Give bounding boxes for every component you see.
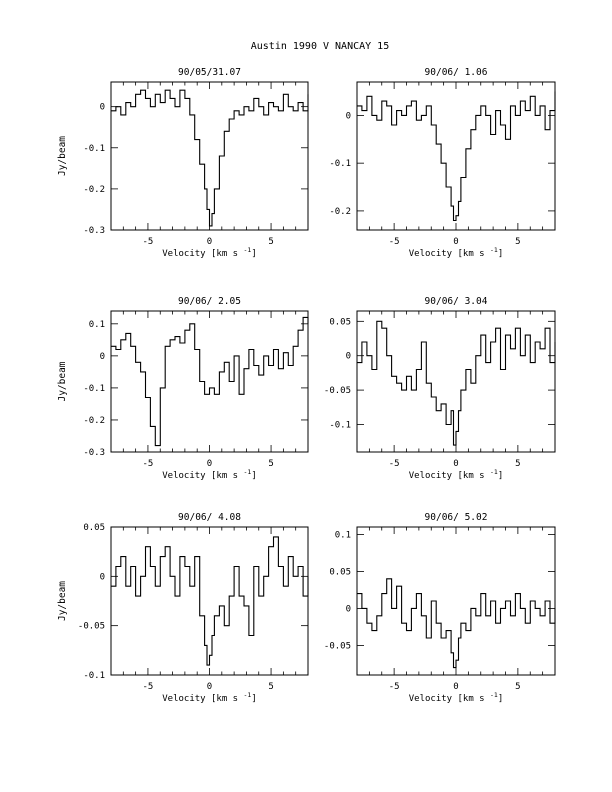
x-axis-label: Velocity [km s -1] (162, 246, 257, 259)
plot-frame (110, 310, 309, 453)
x-tick-label: -5 (143, 459, 154, 469)
x-axis-label-main: Velocity [km s (162, 471, 243, 481)
x-tick-label: 0 (453, 682, 458, 692)
spectrum-panel-1: -5 0 5 0 -0.1 -0.2 -0.3 90/05/31.07 Velocity [km… (57, 67, 309, 259)
y-tick-label: -0.05 (78, 622, 105, 632)
spectrum-panel-6: -5 0 5 0.1 0.05 0 -0.05 90/06/ 5.02 Velocity [km… (324, 512, 556, 704)
x-tick-label: 0 (453, 237, 458, 247)
x-axis-label-sup: -1 (490, 246, 498, 254)
x-axis-label: Velocity [km s -1] (409, 246, 504, 259)
x-tick-label: 0 (453, 459, 458, 469)
page-title: Austin 1990 V NANCAY 15 (251, 41, 389, 52)
x-axis-label-main: Velocity [km s (162, 694, 243, 704)
x-axis-label-sup: -1 (490, 691, 498, 699)
y-tick-label: -0.1 (329, 420, 351, 430)
spectrum-trace (357, 578, 556, 669)
x-tick-label: -5 (389, 459, 400, 469)
panel-title: 90/06/ 5.02 (425, 512, 488, 523)
x-tick-label: 0 (207, 682, 212, 692)
x-axis-label-main: Velocity [km s (409, 249, 490, 259)
x-axis-label-end: ] (498, 249, 503, 259)
x-axis-label-sup: -1 (244, 691, 252, 699)
y-axis-label: Jy/beam (57, 581, 68, 621)
y-tick-label: -0.1 (83, 384, 105, 394)
y-axis-label: Jy/beam (57, 136, 68, 176)
panel-title: 90/06/ 3.04 (425, 296, 488, 307)
spectrum-trace (357, 320, 556, 446)
y-tick-label: 0 (100, 352, 105, 362)
y-tick-label: -0.3 (83, 448, 105, 458)
panel-title: 90/06/ 1.06 (425, 67, 488, 78)
y-tick-label: -0.1 (83, 671, 105, 681)
x-tick-label: 5 (515, 459, 520, 469)
x-axis-label-sup: -1 (244, 468, 252, 476)
y-tick-label: -0.05 (324, 641, 351, 651)
spectrum-trace (111, 316, 309, 447)
y-tick-label: 0 (100, 572, 105, 582)
y-tick-label: 0 (100, 103, 105, 113)
x-tick-label: 5 (268, 237, 273, 247)
x-axis-label-main: Velocity [km s (409, 694, 490, 704)
y-tick-label: -0.1 (329, 159, 351, 169)
y-tick-label: 0 (346, 604, 351, 614)
x-axis-label-end: ] (251, 694, 256, 704)
panel-title: 90/06/ 2.05 (178, 296, 241, 307)
y-tick-label: -0.2 (83, 185, 105, 195)
spectrum-panel-2: -5 0 5 0 -0.1 -0.2 90/06/ 1.06 Velocity [km s -… (329, 67, 556, 259)
spectrum-panel-4: -5 0 5 0.05 0 -0.05 -0.1 90/06/ 3.04 Velocity [k… (324, 296, 556, 481)
x-tick-label: 5 (515, 682, 520, 692)
plot-frame (356, 526, 556, 676)
x-axis-label-sup: -1 (244, 246, 252, 254)
y-tick-label: -0.3 (83, 226, 105, 236)
panel-title: 90/05/31.07 (178, 67, 241, 78)
x-tick-label: 5 (515, 237, 520, 247)
x-axis-label-main: Velocity [km s (409, 471, 490, 481)
x-tick-label: -5 (389, 682, 400, 692)
y-tick-label: -0.2 (83, 416, 105, 426)
x-tick-label: -5 (143, 682, 154, 692)
x-axis-label-end: ] (251, 471, 256, 481)
x-tick-label: -5 (389, 237, 400, 247)
x-axis-label: Velocity [km s -1] (162, 468, 257, 481)
y-tick-label: -0.2 (329, 207, 351, 217)
spectrum-panel-3: -5 0 5 0.1 0 -0.1 -0.2 -0.3 90/06/ 2.05 Velocity … (57, 296, 309, 481)
x-axis-label: Velocity [km s -1] (162, 691, 257, 704)
y-tick-label: 0.05 (83, 523, 105, 533)
y-tick-label: 0.1 (335, 530, 351, 540)
y-tick-label: 0.05 (329, 317, 351, 327)
plot-frame (110, 81, 309, 231)
x-axis-label-main: Velocity [km s (162, 249, 243, 259)
y-tick-label: 0.1 (89, 320, 105, 330)
x-axis-label: Velocity [km s -1] (409, 691, 504, 704)
panel-title: 90/06/ 4.08 (178, 512, 241, 523)
x-tick-label: 0 (207, 459, 212, 469)
x-axis-label-end: ] (498, 471, 503, 481)
y-axis-label: Jy/beam (57, 361, 68, 401)
x-tick-label: 0 (207, 237, 212, 247)
spectrum-panel-5: -5 0 5 0.05 0 -0.05 -0.1 90/06/ 4.08 Velocity [k… (57, 512, 309, 704)
x-axis-label-end: ] (498, 694, 503, 704)
y-tick-label: 0 (346, 352, 351, 362)
x-axis-label-end: ] (251, 249, 256, 259)
y-tick-label: -0.05 (324, 386, 351, 396)
x-tick-label: 5 (268, 682, 273, 692)
spectrum-trace (357, 91, 556, 222)
spectrum-trace (111, 89, 309, 227)
x-axis-label: Velocity [km s -1] (409, 468, 504, 481)
x-axis-label-sup: -1 (490, 468, 498, 476)
y-tick-label: 0 (346, 111, 351, 121)
y-tick-label: 0.05 (329, 567, 351, 577)
y-tick-label: -0.1 (83, 144, 105, 154)
spectrum-trace (111, 536, 309, 666)
x-tick-label: 5 (268, 459, 273, 469)
x-tick-label: -5 (143, 237, 154, 247)
